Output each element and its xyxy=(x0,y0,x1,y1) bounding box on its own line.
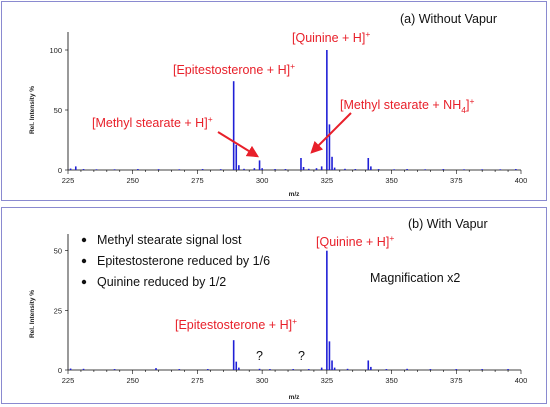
bullet-item: Quinine reduced by 1/2 xyxy=(97,275,226,289)
y-tick-label: 25 xyxy=(54,306,62,315)
annotation-quinine: [Quinine + H]+ xyxy=(292,29,370,45)
x-axis-title: m/z xyxy=(289,394,301,401)
x-tick-label: 225 xyxy=(62,176,75,185)
y-axis-title: Rel. Intensity % xyxy=(29,290,36,338)
x-tick-label: 400 xyxy=(515,176,528,185)
x-tick-label: 325 xyxy=(321,176,334,185)
x-tick-label: 375 xyxy=(450,176,463,185)
x-tick-label: 250 xyxy=(126,176,139,185)
annotation-methyl-stearate-nh4: [Methyl stearate + NH4]+ xyxy=(340,96,474,115)
annotation-epitestosterone: [Epitestosterone + H]+ xyxy=(175,316,297,332)
x-tick-label: 375 xyxy=(450,376,463,385)
bullet-dot xyxy=(81,258,87,264)
y-tick-label: 100 xyxy=(49,46,62,55)
question-mark: ? xyxy=(256,349,263,363)
annotation-epitestosterone: [Epitestosterone + H]+ xyxy=(173,61,295,77)
y-tick-label: 0 xyxy=(58,166,62,175)
x-tick-label: 400 xyxy=(515,376,528,385)
bullet-dot xyxy=(81,237,87,243)
arrow-methyl-stearate-h xyxy=(217,131,260,158)
panel-without-vapur: (a) Without Vapur Rel. Intensity % m/z 2… xyxy=(1,1,547,201)
arrow-methyl-stearate-nh4 xyxy=(310,112,352,154)
y-tick-label: 50 xyxy=(54,106,62,115)
x-tick-label: 350 xyxy=(385,176,398,185)
bullet-item: Epitestosterone reduced by 1/6 xyxy=(97,254,270,268)
x-tick-label: 300 xyxy=(256,376,269,385)
x-tick-label: 350 xyxy=(385,376,398,385)
x-axis-title: m/z xyxy=(289,191,301,198)
annotation-methyl-stearate-h: [Methyl stearate + H]+ xyxy=(92,114,213,130)
x-tick-label: 325 xyxy=(321,376,334,385)
question-mark: ? xyxy=(298,349,305,363)
bullet-dot xyxy=(81,279,87,285)
x-tick-label: 250 xyxy=(126,376,139,385)
x-tick-label: 225 xyxy=(62,376,75,385)
x-tick-label: 300 xyxy=(256,176,269,185)
panel-with-vapur: (b) With Vapur Rel. Intensity % m/z 225 2… xyxy=(1,207,547,404)
chart-without-vapur: (a) Without Vapur Rel. Intensity % m/z 2… xyxy=(29,12,528,198)
y-tick-label: 50 xyxy=(54,247,62,256)
annotation-quinine: [Quinine + H]+ xyxy=(316,233,394,249)
chart-title: (a) Without Vapur xyxy=(400,12,497,26)
chart-with-vapur: (b) With Vapur Rel. Intensity % m/z 225 2… xyxy=(29,217,528,401)
bullet-item: Methyl stearate signal lost xyxy=(97,233,242,247)
x-tick-label: 275 xyxy=(191,376,204,385)
bullet-list: Methyl stearate signal lost Epitestoster… xyxy=(81,233,270,289)
chart-title: (b) With Vapur xyxy=(408,217,488,231)
annotation-magnification: Magnification x2 xyxy=(370,271,460,285)
x-tick-label: 275 xyxy=(191,176,204,185)
y-tick-label: 0 xyxy=(58,366,62,375)
y-axis-title: Rel. Intensity % xyxy=(29,86,36,134)
